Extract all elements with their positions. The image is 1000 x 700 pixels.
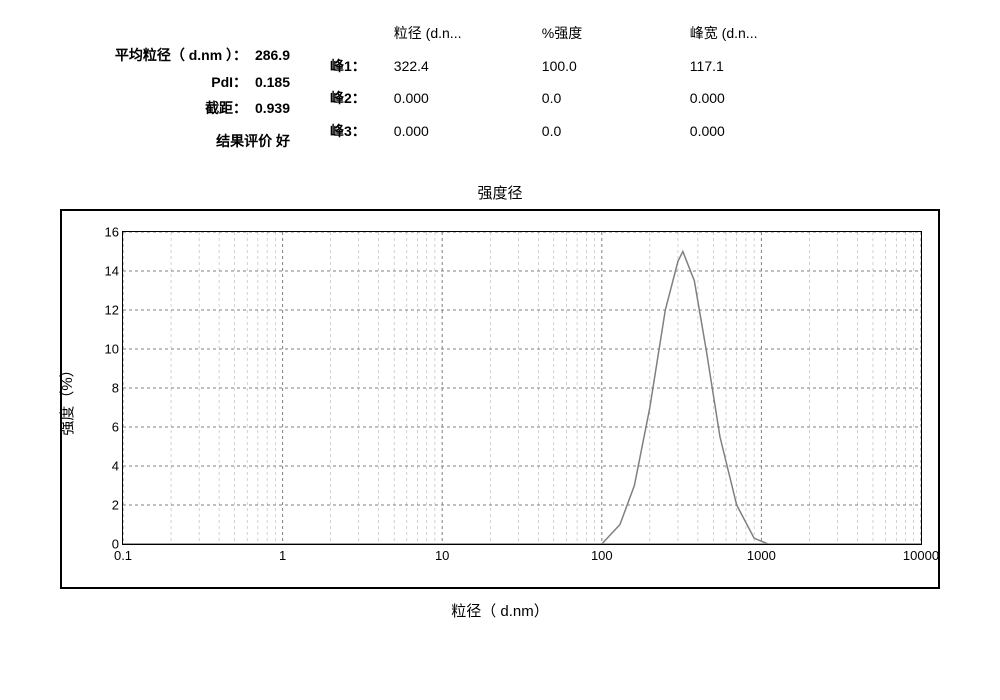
peak3-intensity: 0.0 — [542, 118, 662, 145]
peak1-diam: 322.4 — [394, 53, 514, 80]
y-tick: 4 — [112, 459, 119, 474]
y-tick: 10 — [105, 342, 119, 357]
col-width: 峰宽 (d.n... — [690, 20, 810, 47]
avg-diam-label: 平均粒径（ d.nm ）： — [115, 47, 247, 63]
peak1-intensity: 100.0 — [542, 53, 662, 80]
intercept-value: 0.939 — [255, 100, 290, 116]
avg-diam-value: 286.9 — [255, 47, 290, 63]
chart-frame: 强度（%） 粒径（ d.nm） 02468101214160.111010010… — [60, 209, 940, 589]
summary-block: 平均粒径（ d.nm ）： 286.9 PdI： 0.185 截距： 0.939… — [30, 20, 290, 154]
col-intensity: %强度 — [542, 20, 662, 47]
pdi-label: PdI： — [211, 74, 247, 90]
summary-panel: 平均粒径（ d.nm ）： 286.9 PdI： 0.185 截距： 0.939… — [20, 20, 980, 154]
peak1-width: 117.1 — [690, 53, 810, 80]
quality-label: 结果评价 — [216, 133, 272, 149]
x-tick: 100 — [591, 548, 613, 563]
x-tick: 10000 — [903, 548, 939, 563]
x-tick: 0.1 — [114, 548, 132, 563]
y-tick: 6 — [112, 420, 119, 435]
y-tick: 16 — [105, 225, 119, 240]
x-tick: 1 — [279, 548, 286, 563]
y-axis-label: 强度（%） — [56, 363, 77, 436]
y-tick: 8 — [112, 381, 119, 396]
x-tick: 1000 — [747, 548, 776, 563]
intercept-label: 截距： — [205, 100, 247, 116]
peak2-label: 峰2： — [330, 85, 366, 112]
pdi-value: 0.185 — [255, 74, 290, 90]
y-tick: 14 — [105, 264, 119, 279]
chart-title: 强度径 — [20, 182, 980, 203]
peaks-table: 粒径 (d.n... %强度 峰宽 (d.n... 峰1： 322.4 100.… — [330, 20, 810, 144]
col-diameter: 粒径 (d.n... — [394, 20, 514, 47]
y-tick: 12 — [105, 303, 119, 318]
peak1-label: 峰1： — [330, 53, 366, 80]
peak3-label: 峰3： — [330, 118, 366, 145]
peak2-width: 0.000 — [690, 85, 810, 112]
y-tick: 2 — [112, 498, 119, 513]
peak2-intensity: 0.0 — [542, 85, 662, 112]
peak3-diam: 0.000 — [394, 118, 514, 145]
peak3-width: 0.000 — [690, 118, 810, 145]
peak2-diam: 0.000 — [394, 85, 514, 112]
quality-value: 好 — [276, 133, 290, 149]
chart-plot: 02468101214160.1110100100010000 — [122, 231, 922, 545]
x-tick: 10 — [435, 548, 449, 563]
x-axis-label: 粒径（ d.nm） — [451, 600, 549, 621]
